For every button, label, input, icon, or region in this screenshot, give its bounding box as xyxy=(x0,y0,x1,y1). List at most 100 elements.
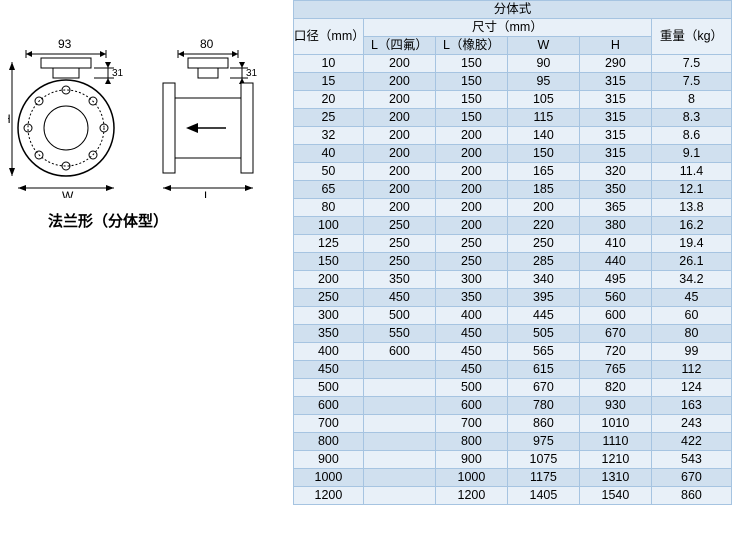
table-row: 12525025025041019.4 xyxy=(293,235,731,253)
svg-text:80: 80 xyxy=(200,37,214,51)
table-cell: 200 xyxy=(363,199,435,217)
table-cell: 100 xyxy=(293,217,363,235)
col-H: H xyxy=(579,37,651,55)
table-cell: 32 xyxy=(293,127,363,145)
table-cell: 200 xyxy=(435,217,507,235)
svg-text:31: 31 xyxy=(246,68,258,79)
table-cell: 1110 xyxy=(579,433,651,451)
table-cell: 720 xyxy=(579,343,651,361)
table-cell: 9.1 xyxy=(651,145,731,163)
table-cell: 200 xyxy=(363,73,435,91)
table-cell: 200 xyxy=(363,91,435,109)
table-row: 5020020016532011.4 xyxy=(293,163,731,181)
table-cell: 1000 xyxy=(435,469,507,487)
table-cell: 200 xyxy=(363,145,435,163)
table-cell: 165 xyxy=(507,163,579,181)
table-cell: 600 xyxy=(293,397,363,415)
table-cell: 900 xyxy=(293,451,363,469)
table-cell: 200 xyxy=(507,199,579,217)
spec-table: 分体式 口径（mm） 尺寸（mm） 重量（kg） L（四氟） L（橡胶） W H… xyxy=(293,0,732,505)
table-row: 25045035039556045 xyxy=(293,289,731,307)
table-cell: 670 xyxy=(507,379,579,397)
table-cell: 15 xyxy=(293,73,363,91)
table-cell: 150 xyxy=(435,55,507,73)
table-cell: 975 xyxy=(507,433,579,451)
svg-text:W: W xyxy=(62,189,74,198)
table-row: 20035030034049534.2 xyxy=(293,271,731,289)
table-cell xyxy=(363,397,435,415)
table-row: 90090010751210543 xyxy=(293,451,731,469)
table-cell: 700 xyxy=(293,415,363,433)
table-cell: 1075 xyxy=(507,451,579,469)
table-row: 202001501053158 xyxy=(293,91,731,109)
table-cell: 670 xyxy=(579,325,651,343)
table-cell xyxy=(363,451,435,469)
table-cell: 615 xyxy=(507,361,579,379)
table-cell: 7.5 xyxy=(651,55,731,73)
col-diameter: 口径（mm） xyxy=(293,19,363,55)
table-cell: 1200 xyxy=(293,487,363,505)
table-row: 1200120014051540860 xyxy=(293,487,731,505)
table-cell: 80 xyxy=(293,199,363,217)
table-cell: 315 xyxy=(579,73,651,91)
table-row: 8008009751110422 xyxy=(293,433,731,451)
table-cell: 315 xyxy=(579,109,651,127)
table-cell: 400 xyxy=(293,343,363,361)
table-cell: 50 xyxy=(293,163,363,181)
table-cell: 10 xyxy=(293,55,363,73)
table-cell: 315 xyxy=(579,145,651,163)
table-cell: 200 xyxy=(435,181,507,199)
table-row: 40060045056572099 xyxy=(293,343,731,361)
table-cell: 12.1 xyxy=(651,181,731,199)
table-cell: 315 xyxy=(579,127,651,145)
table-cell: 34.2 xyxy=(651,271,731,289)
table-cell: 7.5 xyxy=(651,73,731,91)
table-cell: 200 xyxy=(363,163,435,181)
table-cell: 780 xyxy=(507,397,579,415)
table-cell: 25 xyxy=(293,109,363,127)
table-cell: 1000 xyxy=(293,469,363,487)
table-row: 30050040044560060 xyxy=(293,307,731,325)
table-cell: 765 xyxy=(579,361,651,379)
table-cell: 13.8 xyxy=(651,199,731,217)
table-cell: 200 xyxy=(435,163,507,181)
table-cell: 90 xyxy=(507,55,579,73)
table-row: 1000100011751310670 xyxy=(293,469,731,487)
table-cell: 200 xyxy=(363,127,435,145)
table-row: 402002001503159.1 xyxy=(293,145,731,163)
table-cell: 243 xyxy=(651,415,731,433)
table-cell: 450 xyxy=(363,289,435,307)
table-row: 252001501153158.3 xyxy=(293,109,731,127)
table-cell: 163 xyxy=(651,397,731,415)
col-weight: 重量（kg） xyxy=(651,19,731,55)
table-cell: 200 xyxy=(435,199,507,217)
table-cell: 8.3 xyxy=(651,109,731,127)
table-cell: 450 xyxy=(293,361,363,379)
table-cell: 20 xyxy=(293,91,363,109)
table-cell: 95 xyxy=(507,73,579,91)
table-cell: 250 xyxy=(363,235,435,253)
diagram-caption: 法兰形（分体型） xyxy=(8,210,293,231)
table-cell: 150 xyxy=(435,73,507,91)
table-cell: 140 xyxy=(507,127,579,145)
table-cell: 285 xyxy=(507,253,579,271)
table-cell: 220 xyxy=(507,217,579,235)
table-cell: 65 xyxy=(293,181,363,199)
table-cell: 26.1 xyxy=(651,253,731,271)
table-cell xyxy=(363,487,435,505)
table-row: 6520020018535012.1 xyxy=(293,181,731,199)
table-cell: 505 xyxy=(507,325,579,343)
table-cell xyxy=(363,379,435,397)
table-cell: 19.4 xyxy=(651,235,731,253)
table-row: 600600780930163 xyxy=(293,397,731,415)
table-cell: 670 xyxy=(651,469,731,487)
table-cell: 380 xyxy=(579,217,651,235)
table-cell: 543 xyxy=(651,451,731,469)
table-cell: 1405 xyxy=(507,487,579,505)
table-cell xyxy=(363,433,435,451)
table-cell: 60 xyxy=(651,307,731,325)
table-cell: 250 xyxy=(507,235,579,253)
table-cell: 250 xyxy=(363,217,435,235)
table-cell: 450 xyxy=(435,361,507,379)
table-cell: 250 xyxy=(363,253,435,271)
